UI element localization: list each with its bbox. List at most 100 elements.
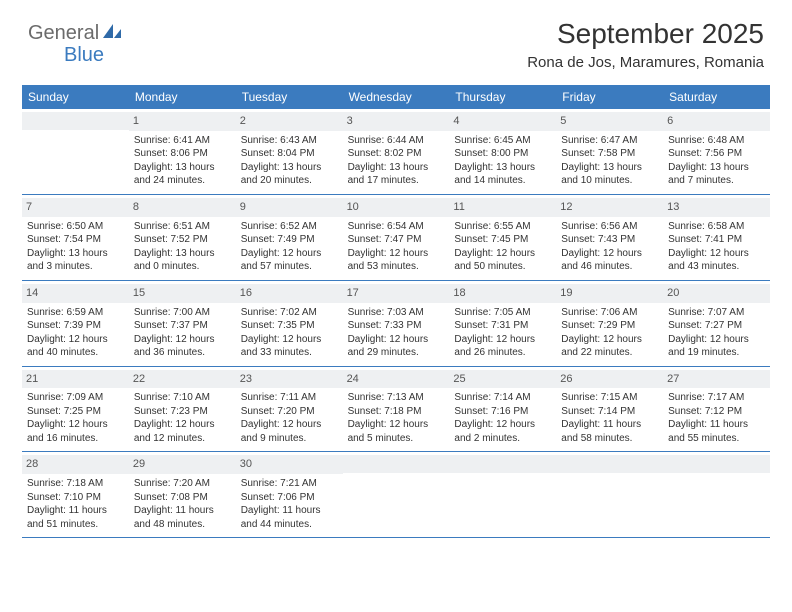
- daylight-text: Daylight: 11 hours and 55 minutes.: [668, 418, 765, 445]
- sunset-text: Sunset: 7:29 PM: [561, 319, 658, 333]
- sunrise-text: Sunrise: 7:06 AM: [561, 306, 658, 320]
- day-cell: 9Sunrise: 6:52 AMSunset: 7:49 PMDaylight…: [236, 195, 343, 280]
- day-cell: 11Sunrise: 6:55 AMSunset: 7:45 PMDayligh…: [449, 195, 556, 280]
- daylight-text: Daylight: 12 hours and 26 minutes.: [454, 333, 551, 360]
- daylight-text: Daylight: 13 hours and 20 minutes.: [241, 161, 338, 188]
- sunrise-text: Sunrise: 6:54 AM: [348, 220, 445, 234]
- day-cell: 16Sunrise: 7:02 AMSunset: 7:35 PMDayligh…: [236, 281, 343, 366]
- sunset-text: Sunset: 8:06 PM: [134, 147, 231, 161]
- weekday-header-row: SundayMondayTuesdayWednesdayThursdayFrid…: [22, 85, 770, 109]
- sunrise-text: Sunrise: 7:11 AM: [241, 391, 338, 405]
- sunset-text: Sunset: 7:31 PM: [454, 319, 551, 333]
- title-block: September 2025 Rona de Jos, Maramures, R…: [527, 18, 764, 71]
- day-number: 30: [236, 455, 343, 474]
- weekday-sunday: Sunday: [22, 85, 129, 109]
- day-cell: [343, 452, 450, 537]
- sunset-text: Sunset: 7:35 PM: [241, 319, 338, 333]
- sunset-text: Sunset: 8:02 PM: [348, 147, 445, 161]
- day-cell: 10 Sunrise: 6:54 AMSunset: 7:47 PMDayligh…: [343, 195, 450, 280]
- sunset-text: Sunset: 7:41 PM: [668, 233, 765, 247]
- sunset-text: Sunset: 8:00 PM: [454, 147, 551, 161]
- sunrise-text: Sunrise: 7:21 AM: [241, 477, 338, 491]
- daylight-text: Daylight: 12 hours and 46 minutes.: [561, 247, 658, 274]
- sunset-text: Sunset: 7:47 PM: [348, 233, 445, 247]
- week-row: 7Sunrise: 6:50 AMSunset: 7:54 PMDaylight…: [22, 195, 770, 281]
- day-number: 6: [663, 112, 770, 131]
- sunrise-text: Sunrise: 7:17 AM: [668, 391, 765, 405]
- sunrise-text: Sunrise: 6:56 AM: [561, 220, 658, 234]
- day-cell: 13Sunrise: 6:58 AMSunset: 7:41 PMDayligh…: [663, 195, 770, 280]
- header: General Blue September 2025 Rona de Jos,…: [0, 0, 792, 79]
- daylight-text: Daylight: 11 hours and 44 minutes.: [241, 504, 338, 531]
- calendar: SundayMondayTuesdayWednesdayThursdayFrid…: [22, 85, 770, 538]
- weekday-friday: Friday: [556, 85, 663, 109]
- daylight-text: Daylight: 13 hours and 10 minutes.: [561, 161, 658, 188]
- daylight-text: Daylight: 12 hours and 36 minutes.: [134, 333, 231, 360]
- sunrise-text: Sunrise: 6:55 AM: [454, 220, 551, 234]
- day-cell: 24Sunrise: 7:13 AMSunset: 7:18 PMDayligh…: [343, 367, 450, 452]
- day-cell: [449, 452, 556, 537]
- day-number: 24: [343, 370, 450, 389]
- weekday-tuesday: Tuesday: [236, 85, 343, 109]
- day-number: 13: [663, 198, 770, 217]
- week-row: 1Sunrise: 6:41 AMSunset: 8:06 PMDaylight…: [22, 109, 770, 195]
- day-number: 14: [22, 284, 129, 303]
- sunset-text: Sunset: 7:45 PM: [454, 233, 551, 247]
- sunrise-text: Sunrise: 6:52 AM: [241, 220, 338, 234]
- day-cell: 3Sunrise: 6:44 AMSunset: 8:02 PMDaylight…: [343, 109, 450, 194]
- weekday-monday: Monday: [129, 85, 236, 109]
- sunrise-text: Sunrise: 6:47 AM: [561, 134, 658, 148]
- daylight-text: Daylight: 11 hours and 51 minutes.: [27, 504, 124, 531]
- day-cell: 1Sunrise: 6:41 AMSunset: 8:06 PMDaylight…: [129, 109, 236, 194]
- day-cell: [22, 109, 129, 194]
- sunset-text: Sunset: 7:43 PM: [561, 233, 658, 247]
- day-cell: 5Sunrise: 6:47 AMSunset: 7:58 PMDaylight…: [556, 109, 663, 194]
- day-cell: 21Sunrise: 7:09 AMSunset: 7:25 PMDayligh…: [22, 367, 129, 452]
- day-cell: 8Sunrise: 6:51 AMSunset: 7:52 PMDaylight…: [129, 195, 236, 280]
- day-cell: 12Sunrise: 6:56 AMSunset: 7:43 PMDayligh…: [556, 195, 663, 280]
- week-row: 21Sunrise: 7:09 AMSunset: 7:25 PMDayligh…: [22, 367, 770, 453]
- sunrise-text: Sunrise: 6:41 AM: [134, 134, 231, 148]
- day-number: 2: [236, 112, 343, 131]
- daylight-text: Daylight: 12 hours and 22 minutes.: [561, 333, 658, 360]
- sunset-text: Sunset: 8:04 PM: [241, 147, 338, 161]
- sunrise-text: Sunrise: 6:51 AM: [134, 220, 231, 234]
- sunset-text: Sunset: 7:08 PM: [134, 491, 231, 505]
- sunrise-text: Sunrise: 7:07 AM: [668, 306, 765, 320]
- page-title: September 2025: [527, 18, 764, 50]
- day-number: 11: [449, 198, 556, 217]
- sunrise-text: Sunrise: 7:18 AM: [27, 477, 124, 491]
- daylight-text: Daylight: 13 hours and 3 minutes.: [27, 247, 124, 274]
- day-cell: 14 Sunrise: 6:59 AMSunset: 7:39 PMDayligh…: [22, 281, 129, 366]
- logo-text-blue: Blue: [64, 45, 123, 66]
- sunrise-text: Sunrise: 6:59 AM: [27, 306, 124, 320]
- day-number-empty: [449, 455, 556, 473]
- sunset-text: Sunset: 7:25 PM: [27, 405, 124, 419]
- day-number: 7: [22, 198, 129, 217]
- daylight-text: Daylight: 13 hours and 0 minutes.: [134, 247, 231, 274]
- sunrise-text: Sunrise: 6:48 AM: [668, 134, 765, 148]
- daylight-text: Daylight: 12 hours and 53 minutes.: [348, 247, 445, 274]
- day-cell: [556, 452, 663, 537]
- sunset-text: Sunset: 7:56 PM: [668, 147, 765, 161]
- day-number: 27: [663, 370, 770, 389]
- day-number: 10: [343, 198, 450, 217]
- daylight-text: Daylight: 12 hours and 29 minutes.: [348, 333, 445, 360]
- day-cell: 26Sunrise: 7:15 AMSunset: 7:14 PMDayligh…: [556, 367, 663, 452]
- sunset-text: Sunset: 7:39 PM: [27, 319, 124, 333]
- day-number: 3: [343, 112, 450, 131]
- sunrise-text: Sunrise: 7:05 AM: [454, 306, 551, 320]
- day-number-empty: [22, 112, 129, 130]
- day-number: 19: [556, 284, 663, 303]
- day-cell: 2 Sunrise: 6:43 AMSunset: 8:04 PMDaylight…: [236, 109, 343, 194]
- sunset-text: Sunset: 7:16 PM: [454, 405, 551, 419]
- daylight-text: Daylight: 12 hours and 12 minutes.: [134, 418, 231, 445]
- day-number-empty: [343, 455, 450, 473]
- day-number: 20: [663, 284, 770, 303]
- daylight-text: Daylight: 12 hours and 40 minutes.: [27, 333, 124, 360]
- day-number: 18: [449, 284, 556, 303]
- sunset-text: Sunset: 7:10 PM: [27, 491, 124, 505]
- day-number: 26: [556, 370, 663, 389]
- sunrise-text: Sunrise: 7:09 AM: [27, 391, 124, 405]
- sunrise-text: Sunrise: 6:43 AM: [241, 134, 338, 148]
